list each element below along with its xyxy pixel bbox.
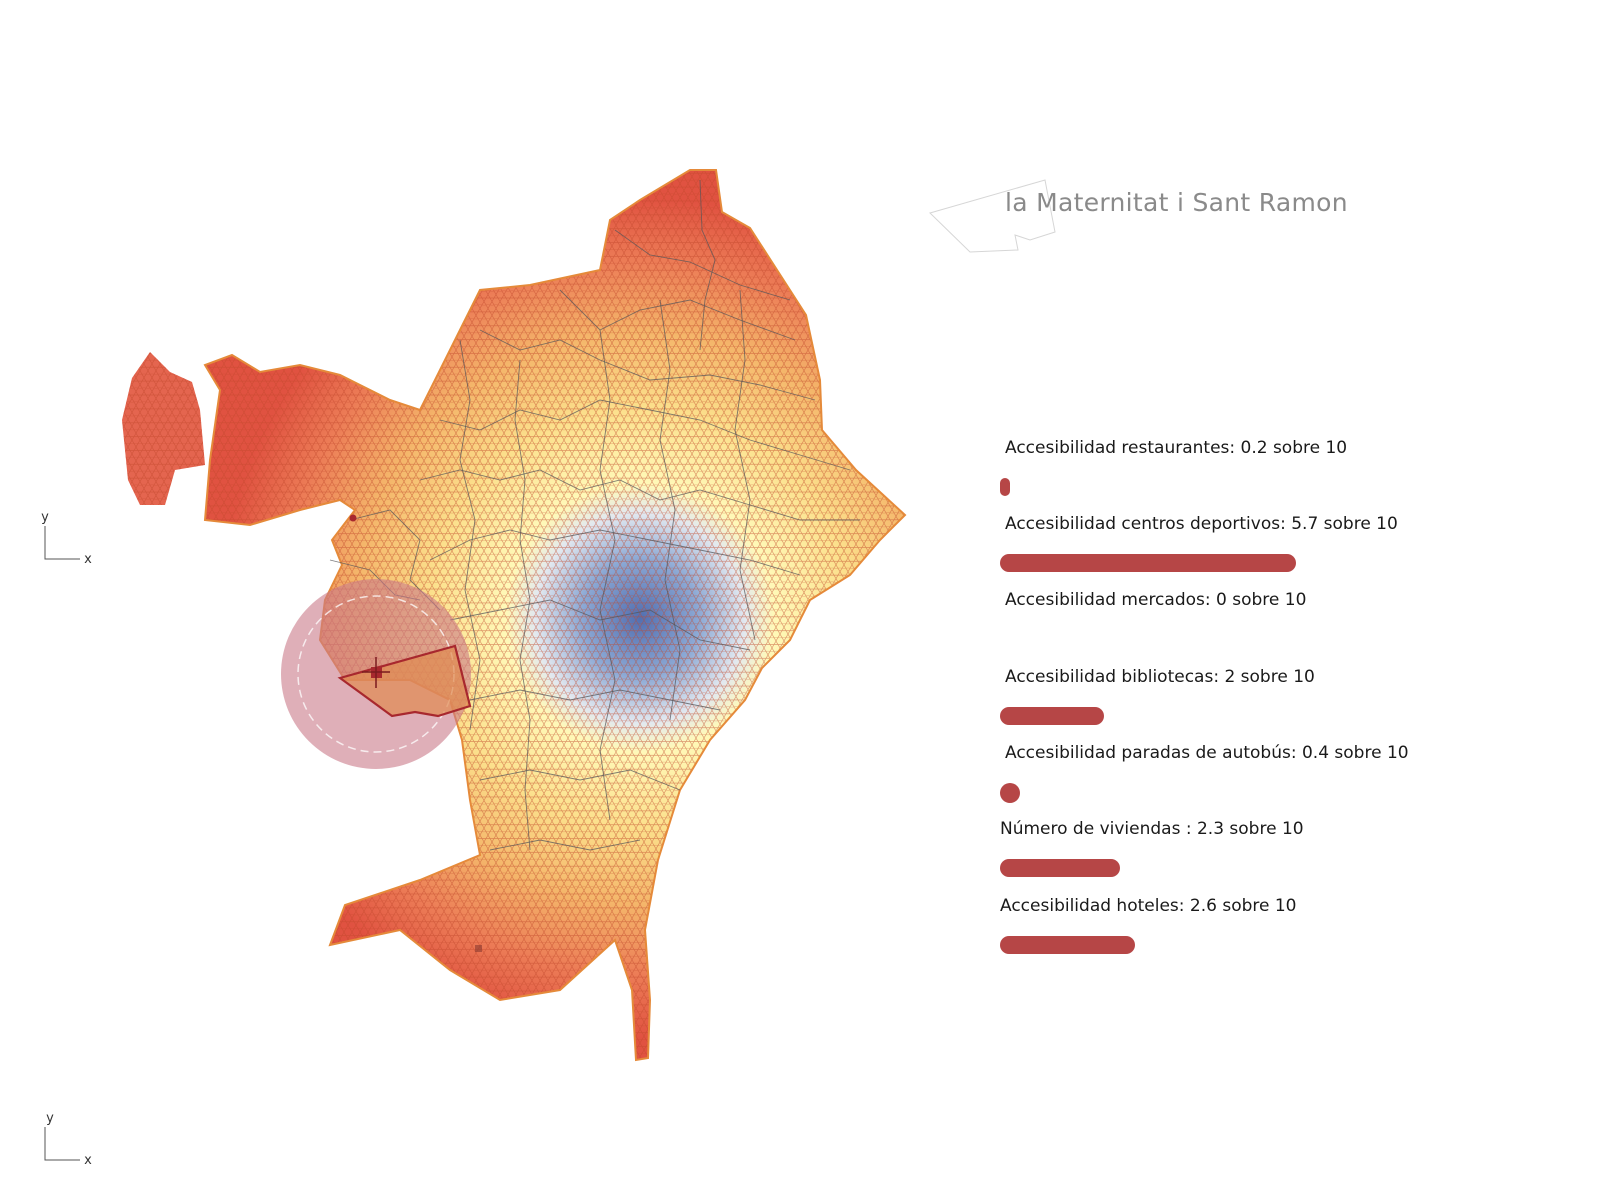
metric-label: Accesibilidad centros deportivos: 5.7 so… xyxy=(1005,514,1398,534)
svg-text:y: y xyxy=(41,510,49,525)
district-crosshair-icon xyxy=(362,657,390,688)
metric-label: Accesibilidad bibliotecas: 2 sobre 10 xyxy=(1005,667,1315,687)
city-outline xyxy=(203,169,907,1062)
metric-label: Número de viviendas : 2.3 sobre 10 xyxy=(1000,819,1304,839)
metric-label: Accesibilidad mercados: 0 sobre 10 xyxy=(1005,590,1307,610)
metric-bibliotecas: Accesibilidad bibliotecas: 2 sobre 10 xyxy=(1000,667,1560,737)
metric-bar xyxy=(1000,478,1010,496)
city-west-hexgrid xyxy=(122,352,205,505)
metric-bar xyxy=(1000,783,1020,803)
metric-label: Accesibilidad paradas de autobús: 0.4 so… xyxy=(1005,743,1409,763)
metric-mercados: Accesibilidad mercados: 0 sobre 10 xyxy=(1000,590,1560,660)
district-name-title: la Maternitat i Sant Ramon xyxy=(1005,188,1348,217)
metric-centros-deportivos: Accesibilidad centros deportivos: 5.7 so… xyxy=(1000,514,1560,584)
metric-bar xyxy=(1000,707,1104,725)
svg-text:x: x xyxy=(84,1153,92,1168)
city-heatmap xyxy=(122,169,907,1062)
axis-indicator-top: y x xyxy=(41,510,92,567)
neighbourhood-boundaries xyxy=(329,179,860,851)
poi-marker xyxy=(349,514,357,522)
svg-text:x: x xyxy=(84,552,92,567)
metric-bar xyxy=(1000,936,1135,954)
metric-bar xyxy=(1000,859,1120,877)
axis-indicator-bottom: y x xyxy=(44,1111,92,1168)
selected-district-shape[interactable] xyxy=(337,644,472,718)
selected-district-group[interactable] xyxy=(281,579,472,769)
metric-hoteles: Accesibilidad hoteles: 2.6 sobre 10 xyxy=(1000,896,1560,966)
svg-text:y: y xyxy=(46,1111,54,1126)
metric-bar xyxy=(1000,554,1296,572)
metric-viviendas: Número de viviendas : 2.3 sobre 10 xyxy=(1000,819,1560,889)
district-silhouette xyxy=(929,179,1056,253)
poi-marker-port xyxy=(475,945,482,952)
metric-label: Accesibilidad restaurantes: 0.2 sobre 10 xyxy=(1005,438,1348,458)
metric-paradas-autobus: Accesibilidad paradas de autobús: 0.4 so… xyxy=(1000,743,1560,813)
metric-label: Accesibilidad hoteles: 2.6 sobre 10 xyxy=(1000,896,1297,916)
city-main-hexgrid xyxy=(205,170,905,1060)
metric-restaurantes: Accesibilidad restaurantes: 0.2 sobre 10 xyxy=(1000,438,1560,508)
